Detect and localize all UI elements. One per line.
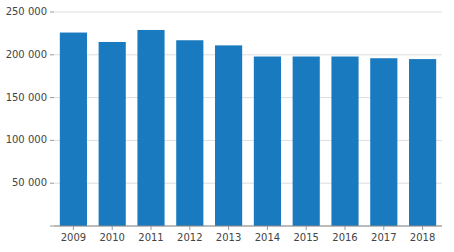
x-tick xyxy=(189,226,190,230)
y-tick xyxy=(50,226,54,227)
x-tick xyxy=(383,226,384,230)
y-tick-label: 250 000 xyxy=(6,6,47,17)
x-tick-label: 2016 xyxy=(332,232,357,243)
bars xyxy=(60,30,436,226)
x-tick xyxy=(345,226,346,230)
bar xyxy=(254,57,281,226)
x-tick xyxy=(112,226,113,230)
x-tick-label: 2015 xyxy=(293,232,318,243)
chart-container: 50 000100 000150 000200 000250 000200920… xyxy=(0,0,454,252)
x-tick-label: 2017 xyxy=(371,232,396,243)
x-tick xyxy=(267,226,268,230)
chart: 50 000100 000150 000200 000250 000200920… xyxy=(0,0,454,252)
bar xyxy=(293,57,320,226)
bar xyxy=(370,58,397,226)
y-tick-label: 200 000 xyxy=(6,49,47,60)
x-tick-label: 2011 xyxy=(138,232,163,243)
x-tick xyxy=(422,226,423,230)
y-tick xyxy=(50,183,54,184)
x-tick-label: 2009 xyxy=(61,232,86,243)
y-tick xyxy=(50,54,54,55)
bar xyxy=(331,57,358,226)
x-tick-label: 2012 xyxy=(177,232,202,243)
x-tick xyxy=(228,226,229,230)
bar xyxy=(137,30,164,226)
bar xyxy=(215,45,242,226)
bar xyxy=(60,33,87,226)
y-grid xyxy=(54,12,442,226)
bar xyxy=(176,40,203,226)
grid-line xyxy=(54,12,442,13)
x-tick xyxy=(73,226,74,230)
x-tick-label: 2010 xyxy=(99,232,124,243)
y-tick xyxy=(50,12,54,13)
bar xyxy=(99,42,126,226)
y-tick xyxy=(50,97,54,98)
y-tick-label: 100 000 xyxy=(6,134,47,145)
y-axis: 50 000 100 000 150 000 200 000 250 000 xyxy=(6,6,54,226)
x-tick-label: 2018 xyxy=(410,232,435,243)
y-tick xyxy=(50,140,54,141)
y-tick-label: 50 000 xyxy=(12,177,47,188)
x-tick xyxy=(151,226,152,230)
bar xyxy=(409,59,436,226)
x-tick-label: 2014 xyxy=(255,232,280,243)
x-tick xyxy=(306,226,307,230)
x-tick-label: 2013 xyxy=(216,232,241,243)
x-axis: 2009 2010 2011 2012 2013 2014 2015 2016 2017 2018 xyxy=(54,226,442,243)
y-tick-label: 150 000 xyxy=(6,92,47,103)
